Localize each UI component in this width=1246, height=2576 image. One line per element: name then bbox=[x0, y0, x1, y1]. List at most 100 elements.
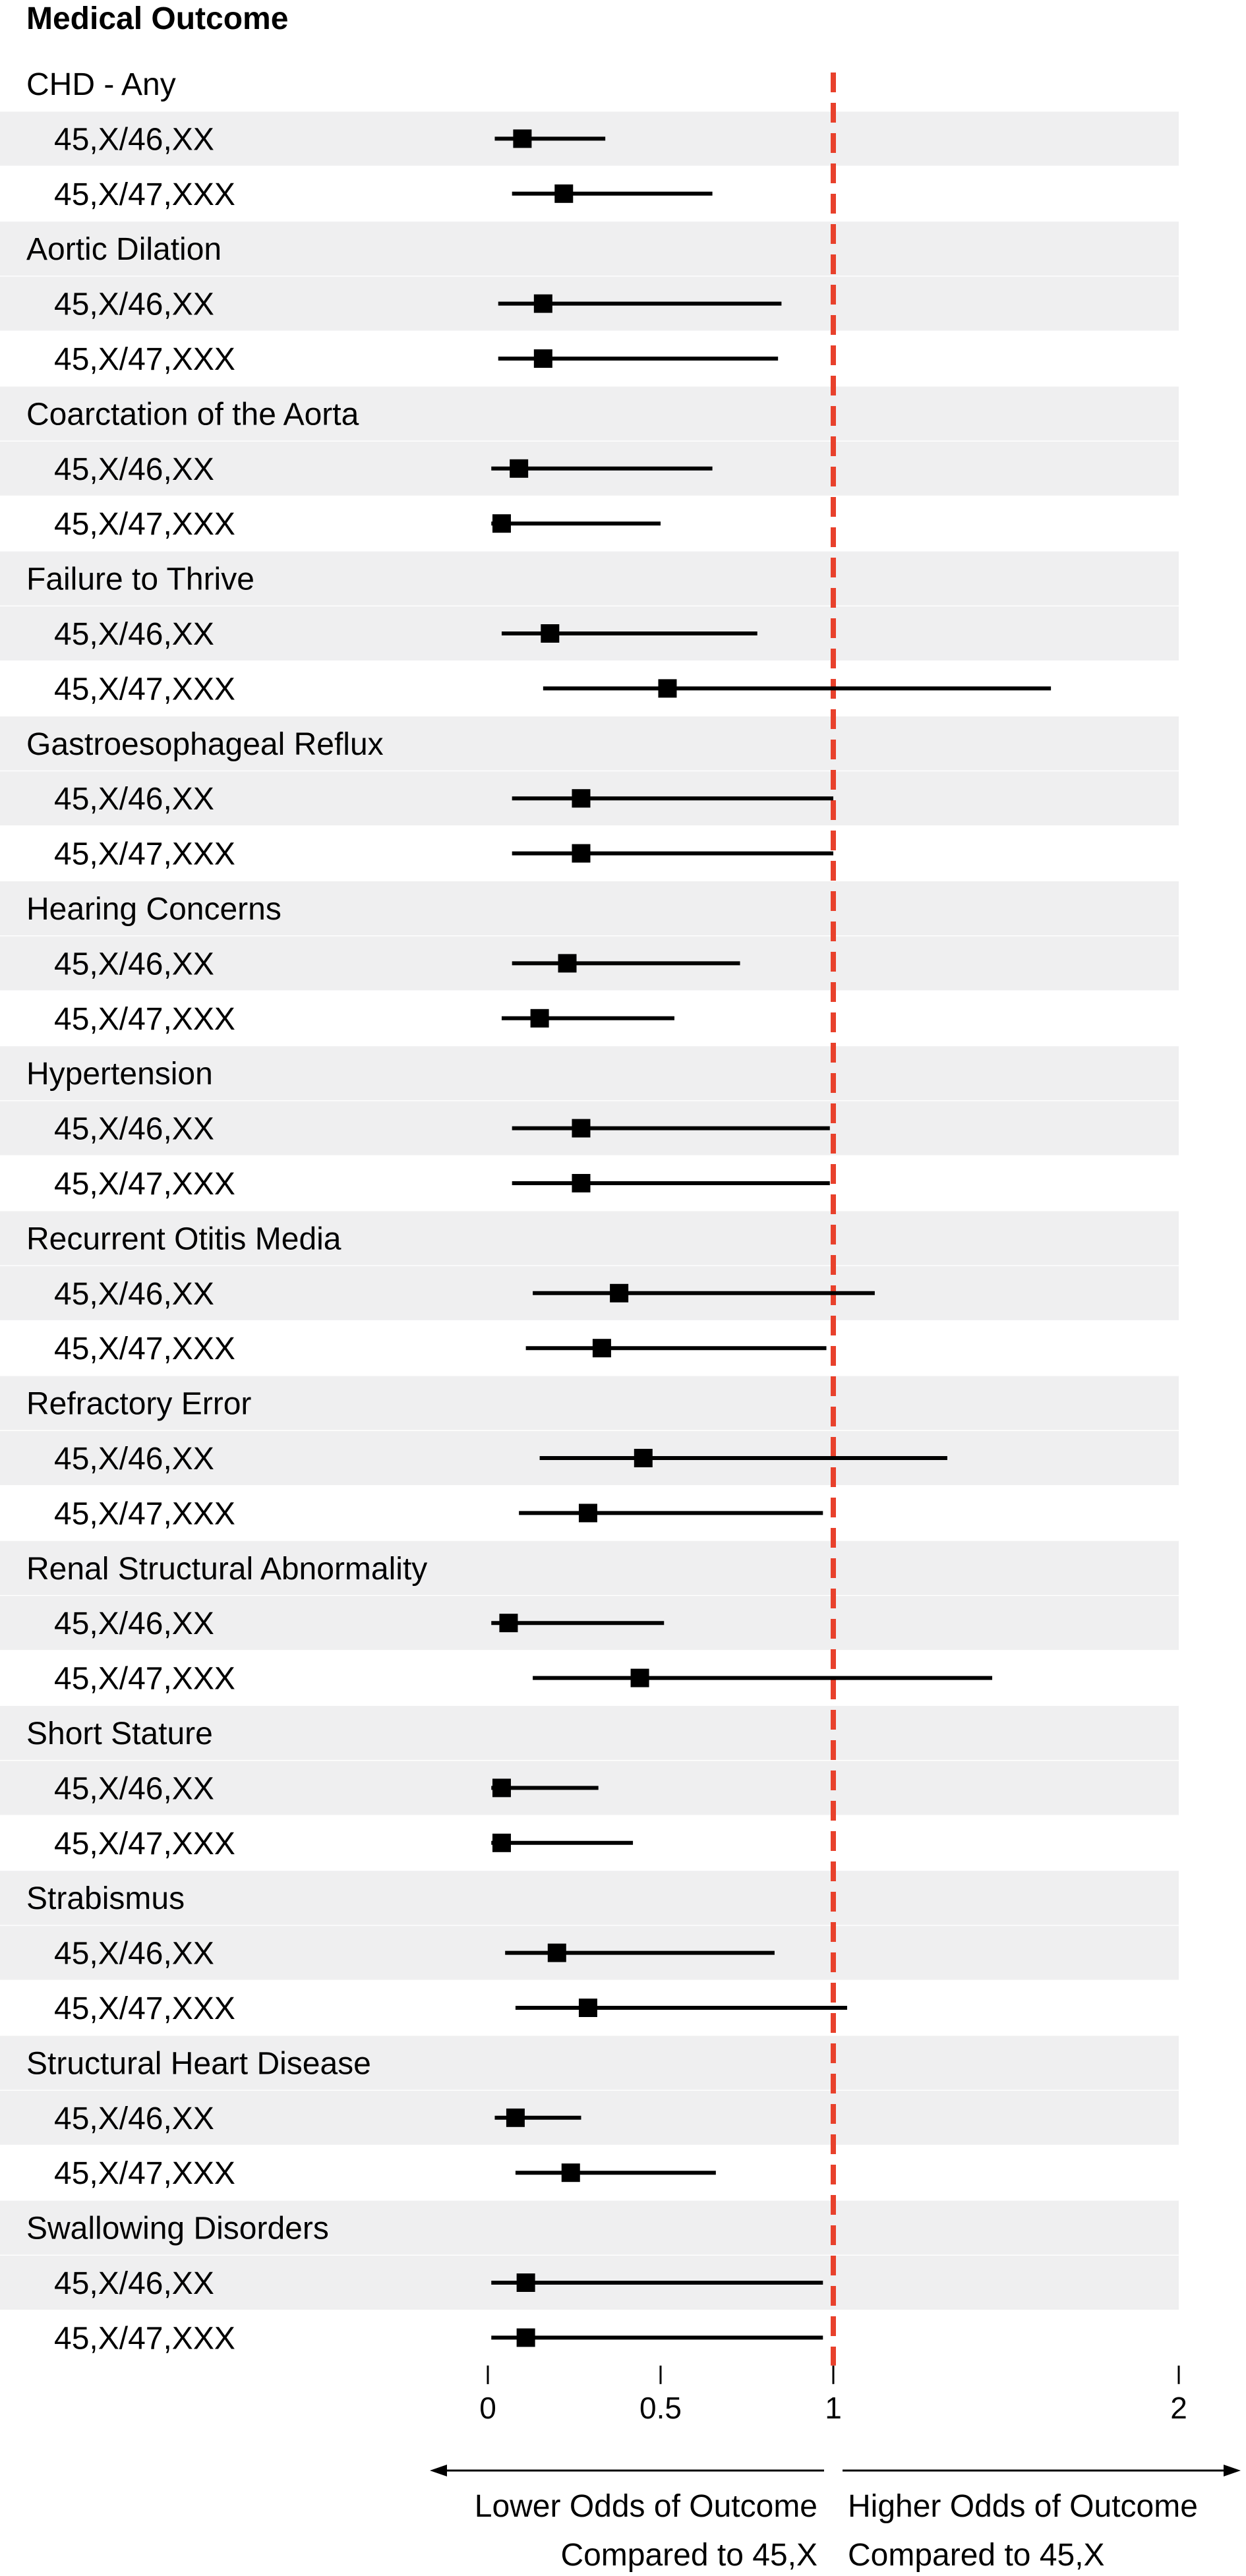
row-label: 45,X/46,XX bbox=[54, 617, 214, 652]
row-label: 45,X/46,XX bbox=[54, 1442, 214, 1477]
point-estimate bbox=[558, 954, 577, 973]
row-label: 45,X/47,XXX bbox=[54, 342, 235, 377]
point-estimate bbox=[492, 514, 511, 533]
point-estimate bbox=[533, 349, 552, 368]
group-band bbox=[0, 881, 1179, 935]
point-estimate bbox=[578, 1999, 597, 2017]
tick-label: 0.5 bbox=[639, 2391, 682, 2425]
row-label: 45,X/47,XXX bbox=[54, 1332, 235, 1366]
tick-label: 1 bbox=[825, 2391, 842, 2425]
direction-annotations: Lower Odds of Outcome Compared to 45,X Hig… bbox=[430, 2465, 1241, 2573]
tick-label: 2 bbox=[1170, 2391, 1187, 2425]
group-label: Structural Heart Disease bbox=[26, 2046, 371, 2081]
row-label: 45,X/46,XX bbox=[54, 122, 214, 157]
group-band bbox=[0, 1211, 1179, 1266]
row-label: 45,X/46,XX bbox=[54, 1112, 214, 1147]
point-estimate bbox=[554, 184, 574, 203]
point-estimate bbox=[572, 844, 591, 863]
group-band bbox=[0, 2200, 1179, 2255]
row-label: 45,X/47,XXX bbox=[54, 1167, 235, 1202]
row-label: 45,X/47,XXX bbox=[54, 1827, 235, 1861]
point-estimate bbox=[516, 2328, 535, 2347]
tick-label: 0 bbox=[479, 2391, 496, 2425]
group-band bbox=[0, 221, 1179, 276]
x-axis: 0 0.5 1 2 bbox=[479, 2365, 1187, 2425]
row-label: 45,X/47,XXX bbox=[54, 672, 235, 707]
point-estimate bbox=[513, 129, 532, 148]
row-label: 45,X/47,XXX bbox=[54, 1496, 235, 1531]
group-band bbox=[0, 1871, 1179, 1925]
group-band bbox=[0, 1540, 1179, 1595]
point-estimate bbox=[492, 1778, 511, 1798]
group-label: Strabismus bbox=[26, 1881, 185, 1916]
point-estimate bbox=[561, 2163, 580, 2182]
row-label: 45,X/47,XXX bbox=[54, 177, 235, 212]
point-estimate bbox=[578, 1504, 597, 1523]
interval-marks bbox=[491, 129, 1052, 2347]
group-band bbox=[0, 716, 1179, 771]
left-arrow-head bbox=[430, 2465, 447, 2476]
group-label: Hypertension bbox=[26, 1057, 213, 1092]
group-band bbox=[0, 1376, 1179, 1430]
point-estimate bbox=[572, 1174, 591, 1192]
group-label: Renal Structural Abnormality bbox=[26, 1552, 427, 1587]
row-label: 45,X/47,XXX bbox=[54, 507, 235, 542]
point-estimate bbox=[499, 1614, 518, 1633]
point-estimate bbox=[572, 1119, 591, 1138]
row-band bbox=[0, 2090, 1179, 2145]
group-band bbox=[0, 2035, 1179, 2090]
row-label: 45,X/47,XXX bbox=[54, 1662, 235, 1697]
row-label: 45,X/46,XX bbox=[54, 1277, 214, 1312]
point-estimate bbox=[530, 1009, 549, 1028]
point-estimate bbox=[506, 2108, 525, 2127]
row-label: 45,X/46,XX bbox=[54, 287, 214, 322]
group-label: Recurrent Otitis Media bbox=[26, 1221, 341, 1256]
point-estimate bbox=[547, 1943, 566, 1962]
row-label: 45,X/47,XXX bbox=[54, 837, 235, 872]
right-arrow-head bbox=[1224, 2465, 1241, 2476]
point-estimate bbox=[630, 1668, 649, 1687]
row-label: 45,X/46,XX bbox=[54, 452, 214, 487]
point-estimate bbox=[634, 1449, 653, 1467]
row-label: 45,X/46,XX bbox=[54, 2266, 214, 2301]
point-estimate bbox=[533, 294, 552, 313]
group-band bbox=[0, 386, 1179, 441]
row-label: 45,X/46,XX bbox=[54, 782, 214, 817]
group-band bbox=[0, 1046, 1179, 1101]
group-band bbox=[0, 1706, 1179, 1760]
row-label: 45,X/47,XXX bbox=[54, 1002, 235, 1037]
row-label: 45,X/47,XXX bbox=[54, 2156, 235, 2191]
point-estimate bbox=[658, 679, 677, 698]
group-label: Swallowing Disorders bbox=[26, 2211, 329, 2246]
row-labels: CHD - Any 45,X/46,XX 45,X/47,XXX Aortic Dil… bbox=[26, 67, 427, 2356]
point-estimate bbox=[492, 1833, 511, 1852]
group-label: CHD - Any bbox=[26, 67, 176, 102]
group-label: Aortic Dilation bbox=[26, 232, 222, 267]
group-label: Failure to Thrive bbox=[26, 562, 254, 597]
row-label: 45,X/46,XX bbox=[54, 1771, 214, 1806]
point-estimate bbox=[572, 789, 591, 808]
group-label: Short Stature bbox=[26, 1716, 213, 1751]
lower-odds-label: Lower Odds of Outcome bbox=[475, 2489, 817, 2524]
higher-odds-label: Higher Odds of Outcome bbox=[848, 2489, 1198, 2524]
group-band bbox=[0, 551, 1179, 606]
point-estimate bbox=[541, 624, 560, 643]
group-label: Gastroesophageal Reflux bbox=[26, 727, 384, 762]
group-label: Coarctation of the Aorta bbox=[26, 397, 359, 432]
row-label: 45,X/47,XXX bbox=[54, 2321, 235, 2356]
row-label: 45,X/46,XX bbox=[54, 1606, 214, 1641]
row-label: 45,X/47,XXX bbox=[54, 1991, 235, 2026]
row-label: 45,X/46,XX bbox=[54, 2101, 214, 2136]
point-estimate bbox=[610, 1283, 629, 1303]
row-label: 45,X/46,XX bbox=[54, 947, 214, 981]
group-label: Refractory Error bbox=[26, 1387, 251, 1422]
higher-odds-reference: Compared to 45,X bbox=[848, 2538, 1105, 2573]
group-label: Hearing Concerns bbox=[26, 892, 282, 927]
point-estimate bbox=[510, 459, 529, 478]
point-estimate bbox=[516, 2273, 535, 2292]
row-bands bbox=[0, 111, 1179, 2310]
lower-odds-reference: Compared to 45,X bbox=[560, 2538, 817, 2573]
point-estimate bbox=[592, 1339, 611, 1358]
chart-title: Medical Outcome bbox=[26, 1, 288, 36]
